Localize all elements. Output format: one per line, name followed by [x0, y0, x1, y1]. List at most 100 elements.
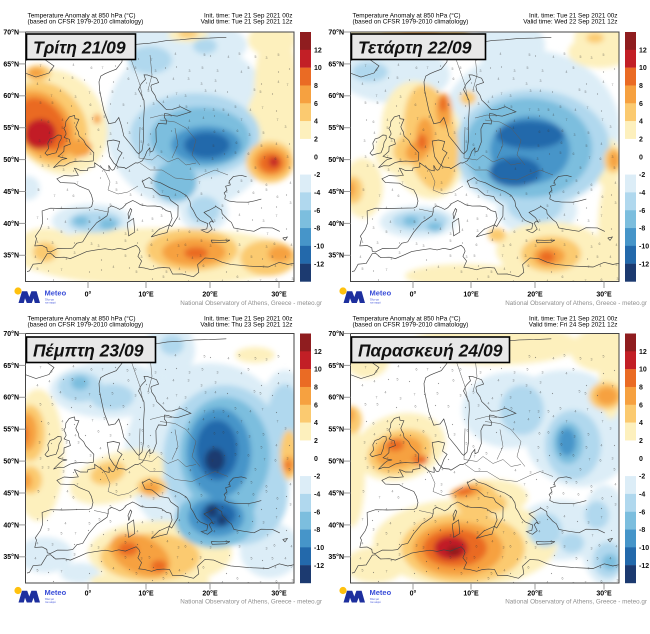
svg-text:10°E: 10°E [138, 291, 154, 299]
svg-text:3: 3 [130, 495, 132, 499]
svg-text:4: 4 [215, 391, 217, 395]
svg-text:4: 4 [228, 357, 230, 361]
svg-text:4: 4 [179, 569, 181, 573]
svg-text:4: 4 [601, 444, 603, 448]
svg-text:35°N: 35°N [328, 252, 344, 260]
svg-text:5: 5 [135, 66, 137, 70]
svg-text:5: 5 [614, 468, 616, 472]
svg-text:40°N: 40°N [3, 521, 19, 529]
svg-text:0: 0 [639, 154, 643, 161]
svg-text:5: 5 [251, 481, 253, 485]
svg-text:4: 4 [167, 397, 169, 401]
svg-text:5: 5 [527, 368, 529, 372]
svg-text:Meteo: Meteo [45, 588, 67, 597]
svg-text:3: 3 [486, 214, 488, 218]
svg-text:6: 6 [578, 191, 580, 195]
svg-text:5: 5 [441, 188, 443, 192]
svg-text:40°N: 40°N [3, 220, 19, 228]
svg-text:Όλα για: Όλα για [44, 597, 54, 601]
svg-text:5: 5 [562, 531, 564, 535]
svg-text:7: 7 [199, 483, 201, 487]
svg-text:20°E: 20°E [202, 291, 218, 299]
svg-text:30°E: 30°E [271, 590, 287, 598]
svg-text:5: 5 [213, 144, 215, 148]
svg-text:55°N: 55°N [328, 426, 344, 434]
svg-text:τον καιρό: τον καιρό [370, 301, 381, 305]
svg-text:3: 3 [249, 133, 251, 137]
svg-text:5: 5 [616, 565, 618, 569]
svg-text:4: 4 [113, 567, 115, 571]
svg-text:4: 4 [467, 481, 469, 485]
svg-text:5: 5 [251, 255, 253, 259]
svg-text:3: 3 [530, 89, 532, 93]
svg-text:5: 5 [362, 569, 364, 573]
svg-text:τον καιρό: τον καιρό [45, 600, 56, 604]
svg-text:3: 3 [188, 379, 190, 383]
svg-text:6: 6 [417, 282, 419, 286]
svg-text:4: 4 [275, 566, 277, 570]
svg-text:5: 5 [202, 368, 204, 372]
svg-text:5: 5 [75, 158, 77, 162]
svg-text:6: 6 [62, 282, 64, 286]
svg-text:-12: -12 [314, 563, 324, 570]
svg-text:4: 4 [454, 471, 456, 475]
svg-text:7: 7 [376, 396, 378, 400]
svg-text:5: 5 [538, 144, 540, 148]
svg-text:5: 5 [62, 428, 64, 432]
svg-text:3: 3 [63, 470, 65, 474]
svg-text:7: 7 [61, 570, 63, 574]
svg-text:3: 3 [212, 157, 214, 161]
svg-text:7: 7 [37, 216, 39, 220]
svg-text:4: 4 [175, 193, 177, 197]
svg-text:5: 5 [473, 391, 475, 395]
svg-text:4: 4 [504, 267, 506, 271]
svg-text:4: 4 [73, 365, 75, 369]
svg-text:4: 4 [374, 131, 376, 135]
svg-text:8: 8 [314, 83, 318, 90]
svg-text:4: 4 [362, 240, 364, 244]
svg-text:4: 4 [222, 279, 224, 283]
svg-text:5: 5 [526, 494, 528, 498]
svg-text:55°N: 55°N [3, 426, 19, 434]
svg-text:6: 6 [214, 432, 216, 436]
svg-text:3: 3 [460, 394, 462, 398]
svg-text:3: 3 [39, 441, 41, 445]
svg-text:7: 7 [89, 91, 91, 95]
svg-text:4: 4 [185, 194, 187, 198]
svg-text:5: 5 [222, 506, 224, 510]
svg-text:6: 6 [253, 493, 255, 497]
svg-text:3: 3 [153, 195, 155, 199]
svg-text:30°E: 30°E [271, 291, 287, 299]
svg-text:5: 5 [614, 166, 616, 170]
svg-text:5: 5 [263, 131, 265, 135]
svg-text:5: 5 [223, 108, 225, 112]
svg-text:4: 4 [228, 113, 230, 117]
svg-text:5: 5 [450, 239, 452, 243]
svg-text:5: 5 [166, 572, 168, 576]
svg-text:-10: -10 [639, 243, 649, 250]
svg-text:3: 3 [373, 226, 375, 230]
svg-text:6: 6 [591, 183, 593, 187]
svg-text:National Observatory of Athens: National Observatory of Athens, Greece -… [505, 599, 647, 606]
svg-text:6: 6 [203, 566, 205, 570]
svg-text:6: 6 [578, 493, 580, 497]
svg-text:5: 5 [289, 468, 291, 472]
svg-text:5: 5 [429, 417, 431, 421]
svg-text:4: 4 [539, 228, 541, 232]
svg-text:6: 6 [510, 243, 512, 247]
svg-text:0: 0 [639, 456, 643, 463]
svg-text:4: 4 [192, 558, 194, 562]
svg-text:3: 3 [588, 219, 590, 223]
svg-text:50°N: 50°N [328, 156, 344, 164]
svg-text:3: 3 [450, 232, 452, 236]
svg-text:5: 5 [161, 452, 163, 456]
svg-text:7: 7 [573, 504, 575, 508]
svg-text:-12: -12 [639, 563, 649, 570]
svg-text:7: 7 [487, 492, 489, 496]
svg-text:4: 4 [500, 52, 502, 56]
svg-text:4: 4 [390, 522, 392, 526]
svg-text:3: 3 [539, 521, 541, 525]
svg-text:30°E: 30°E [596, 291, 612, 299]
svg-text:4: 4 [492, 95, 494, 99]
svg-text:4: 4 [515, 469, 517, 473]
